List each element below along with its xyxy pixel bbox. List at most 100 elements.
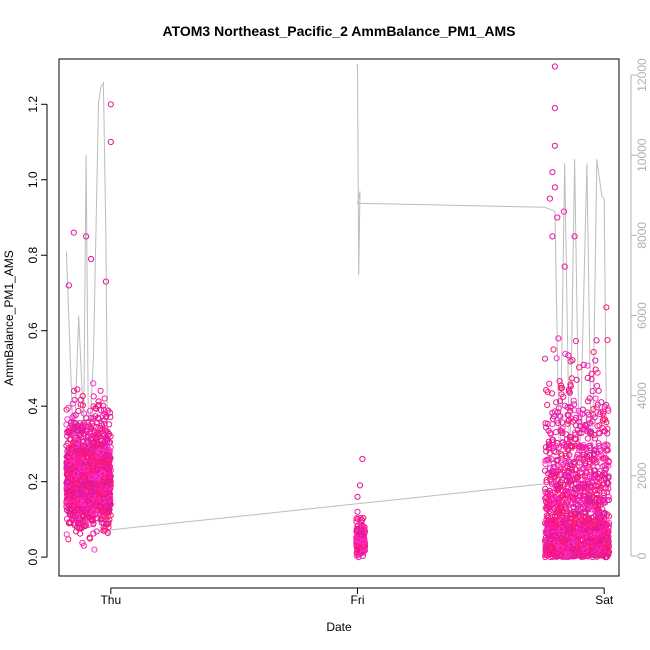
data-point (586, 395, 593, 402)
data-point (544, 552, 551, 559)
y-tick-label: 0.4 (26, 398, 40, 415)
data-point (584, 398, 592, 405)
y-tick-label: 0.6 (26, 322, 40, 339)
data-point (576, 364, 583, 371)
data-point (569, 530, 576, 537)
data-point (554, 483, 561, 490)
data-point (543, 493, 550, 500)
data-point (560, 393, 567, 400)
data-point (106, 492, 113, 499)
y2-tick-label: 12000 (635, 58, 649, 92)
data-point (73, 470, 80, 477)
data-point (588, 430, 595, 437)
data-point (103, 439, 110, 446)
data-point (551, 465, 558, 472)
data-point (80, 430, 87, 437)
data-point (556, 412, 563, 419)
data-point (354, 493, 361, 500)
data-point (589, 388, 596, 395)
scatter-points-layer (63, 63, 613, 561)
data-point (100, 485, 107, 492)
data-point (548, 500, 555, 508)
data-point (74, 504, 81, 511)
data-point (78, 489, 85, 496)
y2-tick-label: 2000 (635, 462, 649, 489)
data-point (582, 531, 590, 538)
data-point (96, 458, 104, 466)
x-tick-label: Thu (100, 593, 121, 607)
data-point (605, 493, 612, 500)
data-point (90, 393, 97, 400)
data-point (570, 397, 577, 404)
data-point (544, 401, 551, 408)
data-point (565, 352, 572, 359)
data-point (80, 410, 88, 417)
data-point (584, 374, 591, 381)
data-point (91, 497, 99, 504)
data-point (558, 525, 565, 533)
data-point (354, 508, 361, 515)
data-point (578, 480, 585, 488)
data-point (596, 445, 604, 452)
data-point (588, 477, 595, 484)
data-point (554, 458, 561, 465)
data-point (573, 376, 580, 383)
data-point (96, 433, 103, 440)
data-point (361, 546, 368, 553)
y-axis-label: AmmBalance_PM1_AMS (2, 250, 16, 385)
data-point (575, 521, 582, 528)
data-point (554, 439, 561, 447)
data-point (63, 515, 71, 523)
data-point (69, 439, 76, 446)
data-point (544, 506, 551, 513)
data-point (602, 536, 610, 543)
data-point (573, 474, 580, 481)
data-point (594, 422, 601, 430)
data-point (579, 406, 586, 413)
y-tick-label: 0.0 (26, 548, 40, 565)
y2-tick-label: 8000 (635, 222, 649, 249)
data-point (63, 531, 70, 538)
data-point (542, 457, 549, 464)
data-point (575, 407, 582, 414)
data-point (590, 548, 597, 555)
data-point (575, 455, 582, 462)
data-point (584, 543, 592, 550)
data-point (550, 346, 557, 353)
data-point (569, 418, 577, 425)
data-point (564, 551, 572, 558)
data-point (575, 443, 582, 450)
data-point (103, 482, 110, 489)
data-point (558, 534, 565, 542)
secondary-line (110, 483, 546, 531)
data-point (95, 398, 102, 405)
secondary-line (356, 64, 546, 276)
data-point (96, 490, 103, 497)
data-point (590, 405, 597, 413)
data-point (96, 479, 103, 486)
data-point (584, 362, 591, 369)
data-point (600, 410, 607, 417)
data-point (554, 409, 561, 416)
data-point (100, 527, 107, 534)
data-point (549, 436, 557, 444)
data-point (107, 495, 114, 502)
data-point (90, 467, 97, 474)
data-point (592, 503, 599, 510)
data-point (546, 380, 553, 387)
data-point (574, 551, 581, 559)
data-point (592, 435, 599, 442)
data-point (89, 453, 96, 460)
data-point (100, 495, 108, 502)
data-point (542, 460, 549, 468)
data-point (100, 478, 107, 485)
data-point (90, 403, 97, 410)
data-point (101, 475, 109, 482)
data-point (572, 510, 579, 517)
data-point (542, 537, 549, 544)
data-point (86, 534, 93, 541)
data-point (98, 420, 105, 427)
data-point (107, 413, 114, 421)
data-point (601, 509, 608, 517)
